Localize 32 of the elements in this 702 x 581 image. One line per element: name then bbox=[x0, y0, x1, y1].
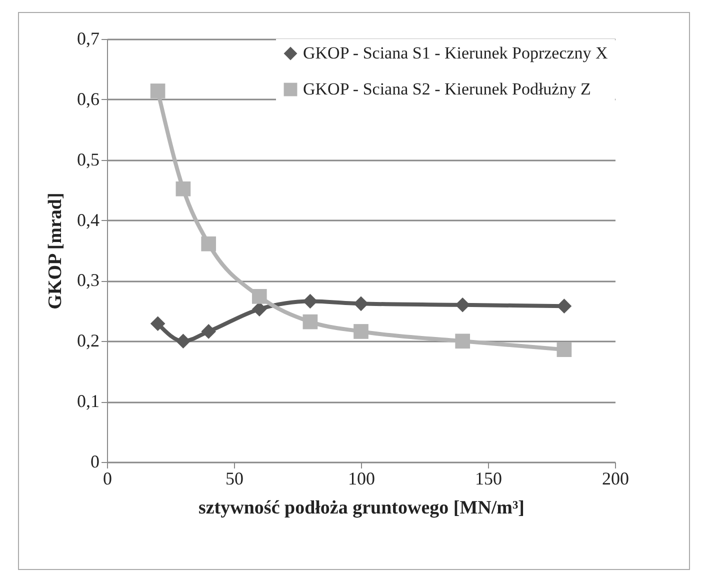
point bbox=[176, 334, 191, 349]
point bbox=[176, 181, 191, 196]
point bbox=[150, 316, 166, 332]
point bbox=[201, 324, 216, 339]
legend-label: GKOP - Sciana S1 - Kierunek Poprzeczny X bbox=[303, 44, 608, 62]
point bbox=[556, 298, 572, 314]
point bbox=[302, 314, 318, 330]
point bbox=[201, 236, 216, 252]
x-tick-label: 200 bbox=[602, 468, 629, 488]
y-tick-label: 0 bbox=[90, 452, 100, 472]
point bbox=[556, 342, 572, 358]
y-tick-label: 0,2 bbox=[77, 330, 100, 351]
point bbox=[302, 294, 318, 309]
y-axis-title: GKOP [mrad] bbox=[45, 192, 66, 310]
point bbox=[455, 334, 470, 349]
x-tick-label: 150 bbox=[475, 468, 502, 488]
point bbox=[354, 296, 368, 312]
y-tick-label: 0,6 bbox=[77, 88, 100, 109]
legend-label: GKOP - Sciana S2 - Kierunek Podłużny Z bbox=[303, 80, 591, 98]
x-tick-label: 0 bbox=[103, 468, 112, 488]
y-tick-label: 0,1 bbox=[77, 391, 100, 412]
y-tick-label: 0,7 bbox=[77, 28, 100, 48]
point bbox=[354, 324, 368, 339]
x-axis-title: sztywność podłoża gruntowego [MN/m³] bbox=[198, 498, 525, 518]
x-tick-label: 100 bbox=[348, 468, 375, 488]
y-tick-label: 0,5 bbox=[77, 149, 100, 170]
y-tick-label: 0,3 bbox=[77, 270, 100, 290]
point bbox=[150, 84, 166, 98]
x-tick-label: 50 bbox=[226, 468, 244, 488]
y-tick-label: 0,4 bbox=[77, 210, 100, 230]
point bbox=[252, 302, 267, 317]
point bbox=[252, 289, 267, 304]
